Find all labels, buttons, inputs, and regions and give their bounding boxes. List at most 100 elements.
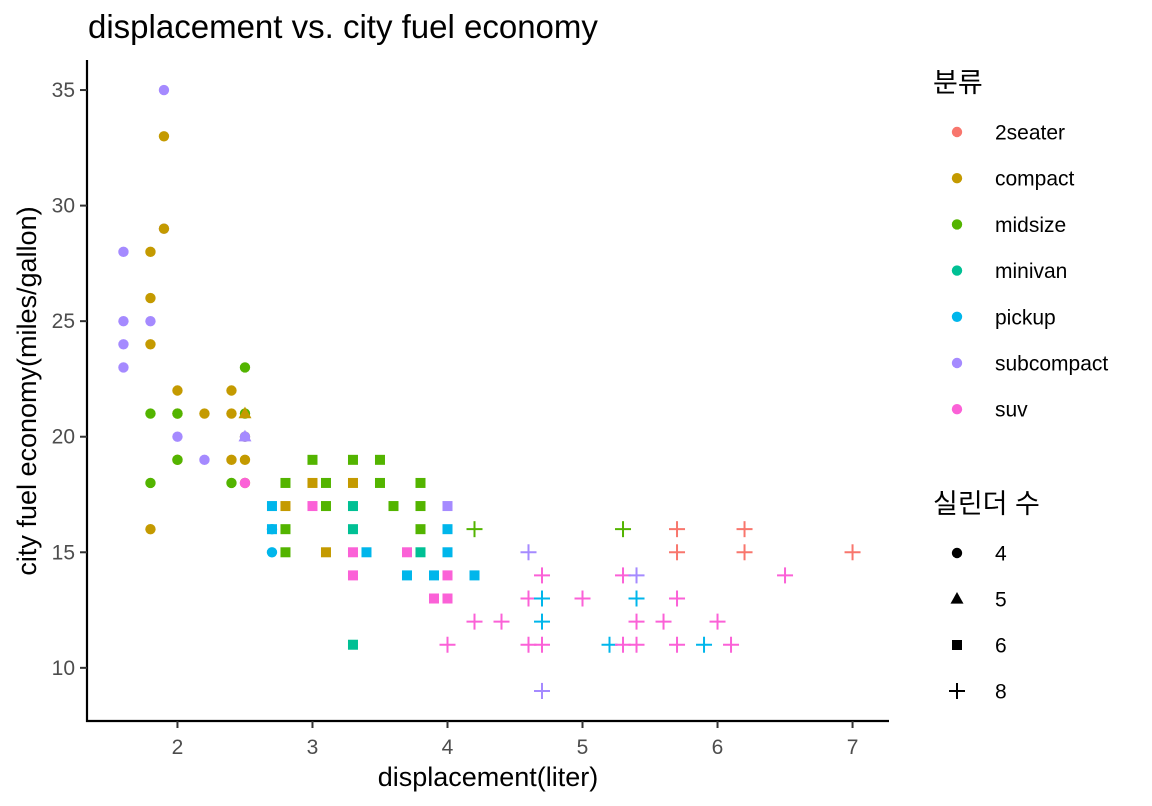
data-point bbox=[145, 339, 156, 350]
data-point bbox=[226, 454, 237, 466]
data-point bbox=[493, 613, 510, 630]
chart-title: displacement vs. city fuel economy bbox=[88, 8, 598, 45]
data-point bbox=[118, 246, 129, 258]
data-point bbox=[238, 429, 252, 442]
data-point bbox=[172, 431, 183, 442]
x-tick-label: 6 bbox=[712, 736, 724, 759]
data-point bbox=[280, 547, 291, 558]
data-point bbox=[145, 408, 156, 419]
data-point bbox=[428, 593, 439, 604]
data-point bbox=[401, 547, 412, 558]
color-legend-label: subcompact bbox=[995, 353, 1108, 376]
data-point bbox=[534, 682, 551, 699]
color-legend-key bbox=[951, 404, 963, 415]
data-point bbox=[307, 477, 318, 488]
shape-legend-label: 4 bbox=[995, 543, 1007, 566]
y-ticks: 10 15 20 25 30 35 bbox=[52, 79, 87, 680]
data-points bbox=[118, 84, 861, 699]
data-point bbox=[239, 477, 251, 489]
color-legend-key bbox=[951, 311, 963, 322]
shape-legend-label: 8 bbox=[995, 681, 1007, 704]
data-point bbox=[534, 613, 551, 630]
data-point bbox=[439, 636, 456, 653]
data-point bbox=[266, 501, 277, 512]
data-point bbox=[307, 454, 318, 465]
data-point bbox=[347, 570, 358, 581]
shape-legend-title: 실린더 수 bbox=[933, 489, 1040, 519]
data-point bbox=[520, 636, 537, 653]
data-point bbox=[347, 524, 358, 535]
data-point bbox=[655, 613, 672, 630]
color-legend: 분류 2seater compact midsize minivan pickup sub… bbox=[933, 68, 1108, 422]
data-point bbox=[466, 613, 483, 630]
data-point bbox=[534, 636, 551, 653]
data-point bbox=[628, 567, 645, 584]
data-point bbox=[401, 570, 412, 581]
data-point bbox=[145, 477, 156, 489]
data-point bbox=[320, 477, 331, 488]
data-point bbox=[520, 544, 537, 561]
data-point bbox=[615, 636, 632, 653]
data-point bbox=[442, 570, 453, 581]
color-legend-key bbox=[951, 173, 963, 184]
shape-legend-label: 6 bbox=[995, 635, 1007, 658]
data-point bbox=[280, 477, 291, 488]
x-tick-label: 5 bbox=[577, 736, 589, 759]
data-point bbox=[415, 477, 426, 488]
data-point bbox=[601, 636, 618, 653]
data-point bbox=[736, 544, 753, 561]
data-point bbox=[158, 131, 170, 142]
shape-legend-key bbox=[952, 640, 962, 650]
data-point bbox=[172, 454, 183, 466]
color-legend-label: 2seater bbox=[995, 122, 1065, 145]
data-point bbox=[280, 524, 291, 535]
data-point bbox=[320, 501, 331, 512]
data-point bbox=[696, 636, 713, 653]
data-point bbox=[669, 544, 686, 561]
data-point bbox=[347, 639, 358, 650]
data-point bbox=[145, 315, 156, 327]
data-point bbox=[615, 567, 632, 584]
y-tick-label: 15 bbox=[52, 541, 75, 564]
data-point bbox=[442, 524, 453, 535]
shape-legend-key bbox=[949, 683, 965, 699]
data-point bbox=[669, 636, 686, 653]
data-point bbox=[415, 501, 426, 512]
data-point bbox=[723, 636, 740, 653]
x-tick-label: 2 bbox=[172, 736, 184, 759]
data-point bbox=[844, 544, 861, 561]
shape-legend-key bbox=[951, 547, 963, 559]
data-point bbox=[239, 362, 251, 373]
data-point bbox=[388, 501, 399, 512]
data-point bbox=[347, 501, 358, 512]
data-point bbox=[239, 454, 251, 466]
data-point bbox=[118, 339, 129, 350]
color-legend-label: pickup bbox=[995, 306, 1056, 329]
color-legend-key bbox=[951, 357, 963, 369]
data-point bbox=[442, 501, 453, 512]
data-point bbox=[307, 501, 318, 512]
data-point bbox=[669, 521, 686, 538]
y-axis-title: city fuel economy(miles/gallon) bbox=[12, 206, 42, 575]
data-point bbox=[145, 246, 156, 258]
color-legend-label: minivan bbox=[995, 260, 1067, 283]
color-legend-key bbox=[951, 219, 963, 230]
data-point bbox=[199, 454, 210, 466]
data-point bbox=[628, 613, 645, 630]
data-point bbox=[709, 613, 726, 630]
data-point bbox=[777, 567, 794, 584]
y-tick-label: 20 bbox=[52, 426, 75, 449]
data-point bbox=[266, 524, 277, 535]
data-point bbox=[266, 547, 278, 558]
data-point bbox=[669, 590, 686, 607]
color-legend-label: midsize bbox=[995, 214, 1066, 237]
data-point bbox=[415, 547, 426, 558]
data-point bbox=[628, 590, 645, 607]
data-point bbox=[428, 570, 439, 581]
data-point bbox=[118, 362, 129, 373]
data-point bbox=[226, 408, 237, 419]
data-point bbox=[469, 570, 480, 581]
data-point bbox=[615, 521, 632, 538]
axes bbox=[85, 60, 889, 723]
